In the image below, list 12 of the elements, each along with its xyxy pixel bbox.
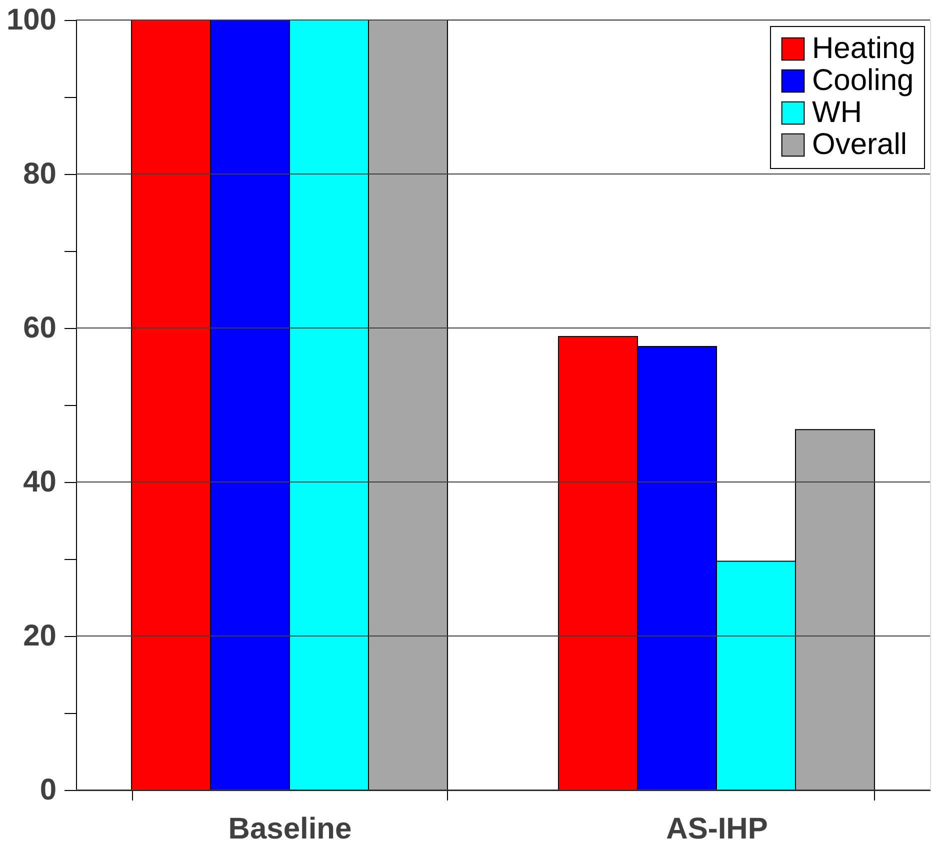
legend-label: Overall [812, 128, 908, 161]
y-tick-label: 20 [23, 620, 56, 652]
y-tick-label: 100 [6, 4, 56, 36]
y-tick-label: 0 [40, 774, 56, 806]
y-tick-label: 60 [23, 312, 56, 344]
legend-label: Heating [812, 32, 916, 65]
x-tick-label: AS-IHP [666, 812, 768, 846]
y-tick-label: 40 [23, 466, 56, 498]
legend-label: Cooling [812, 64, 914, 97]
x-tick-label: Baseline [228, 812, 352, 846]
y-tick-label: 80 [23, 158, 56, 190]
legend-label: WH [812, 96, 862, 129]
